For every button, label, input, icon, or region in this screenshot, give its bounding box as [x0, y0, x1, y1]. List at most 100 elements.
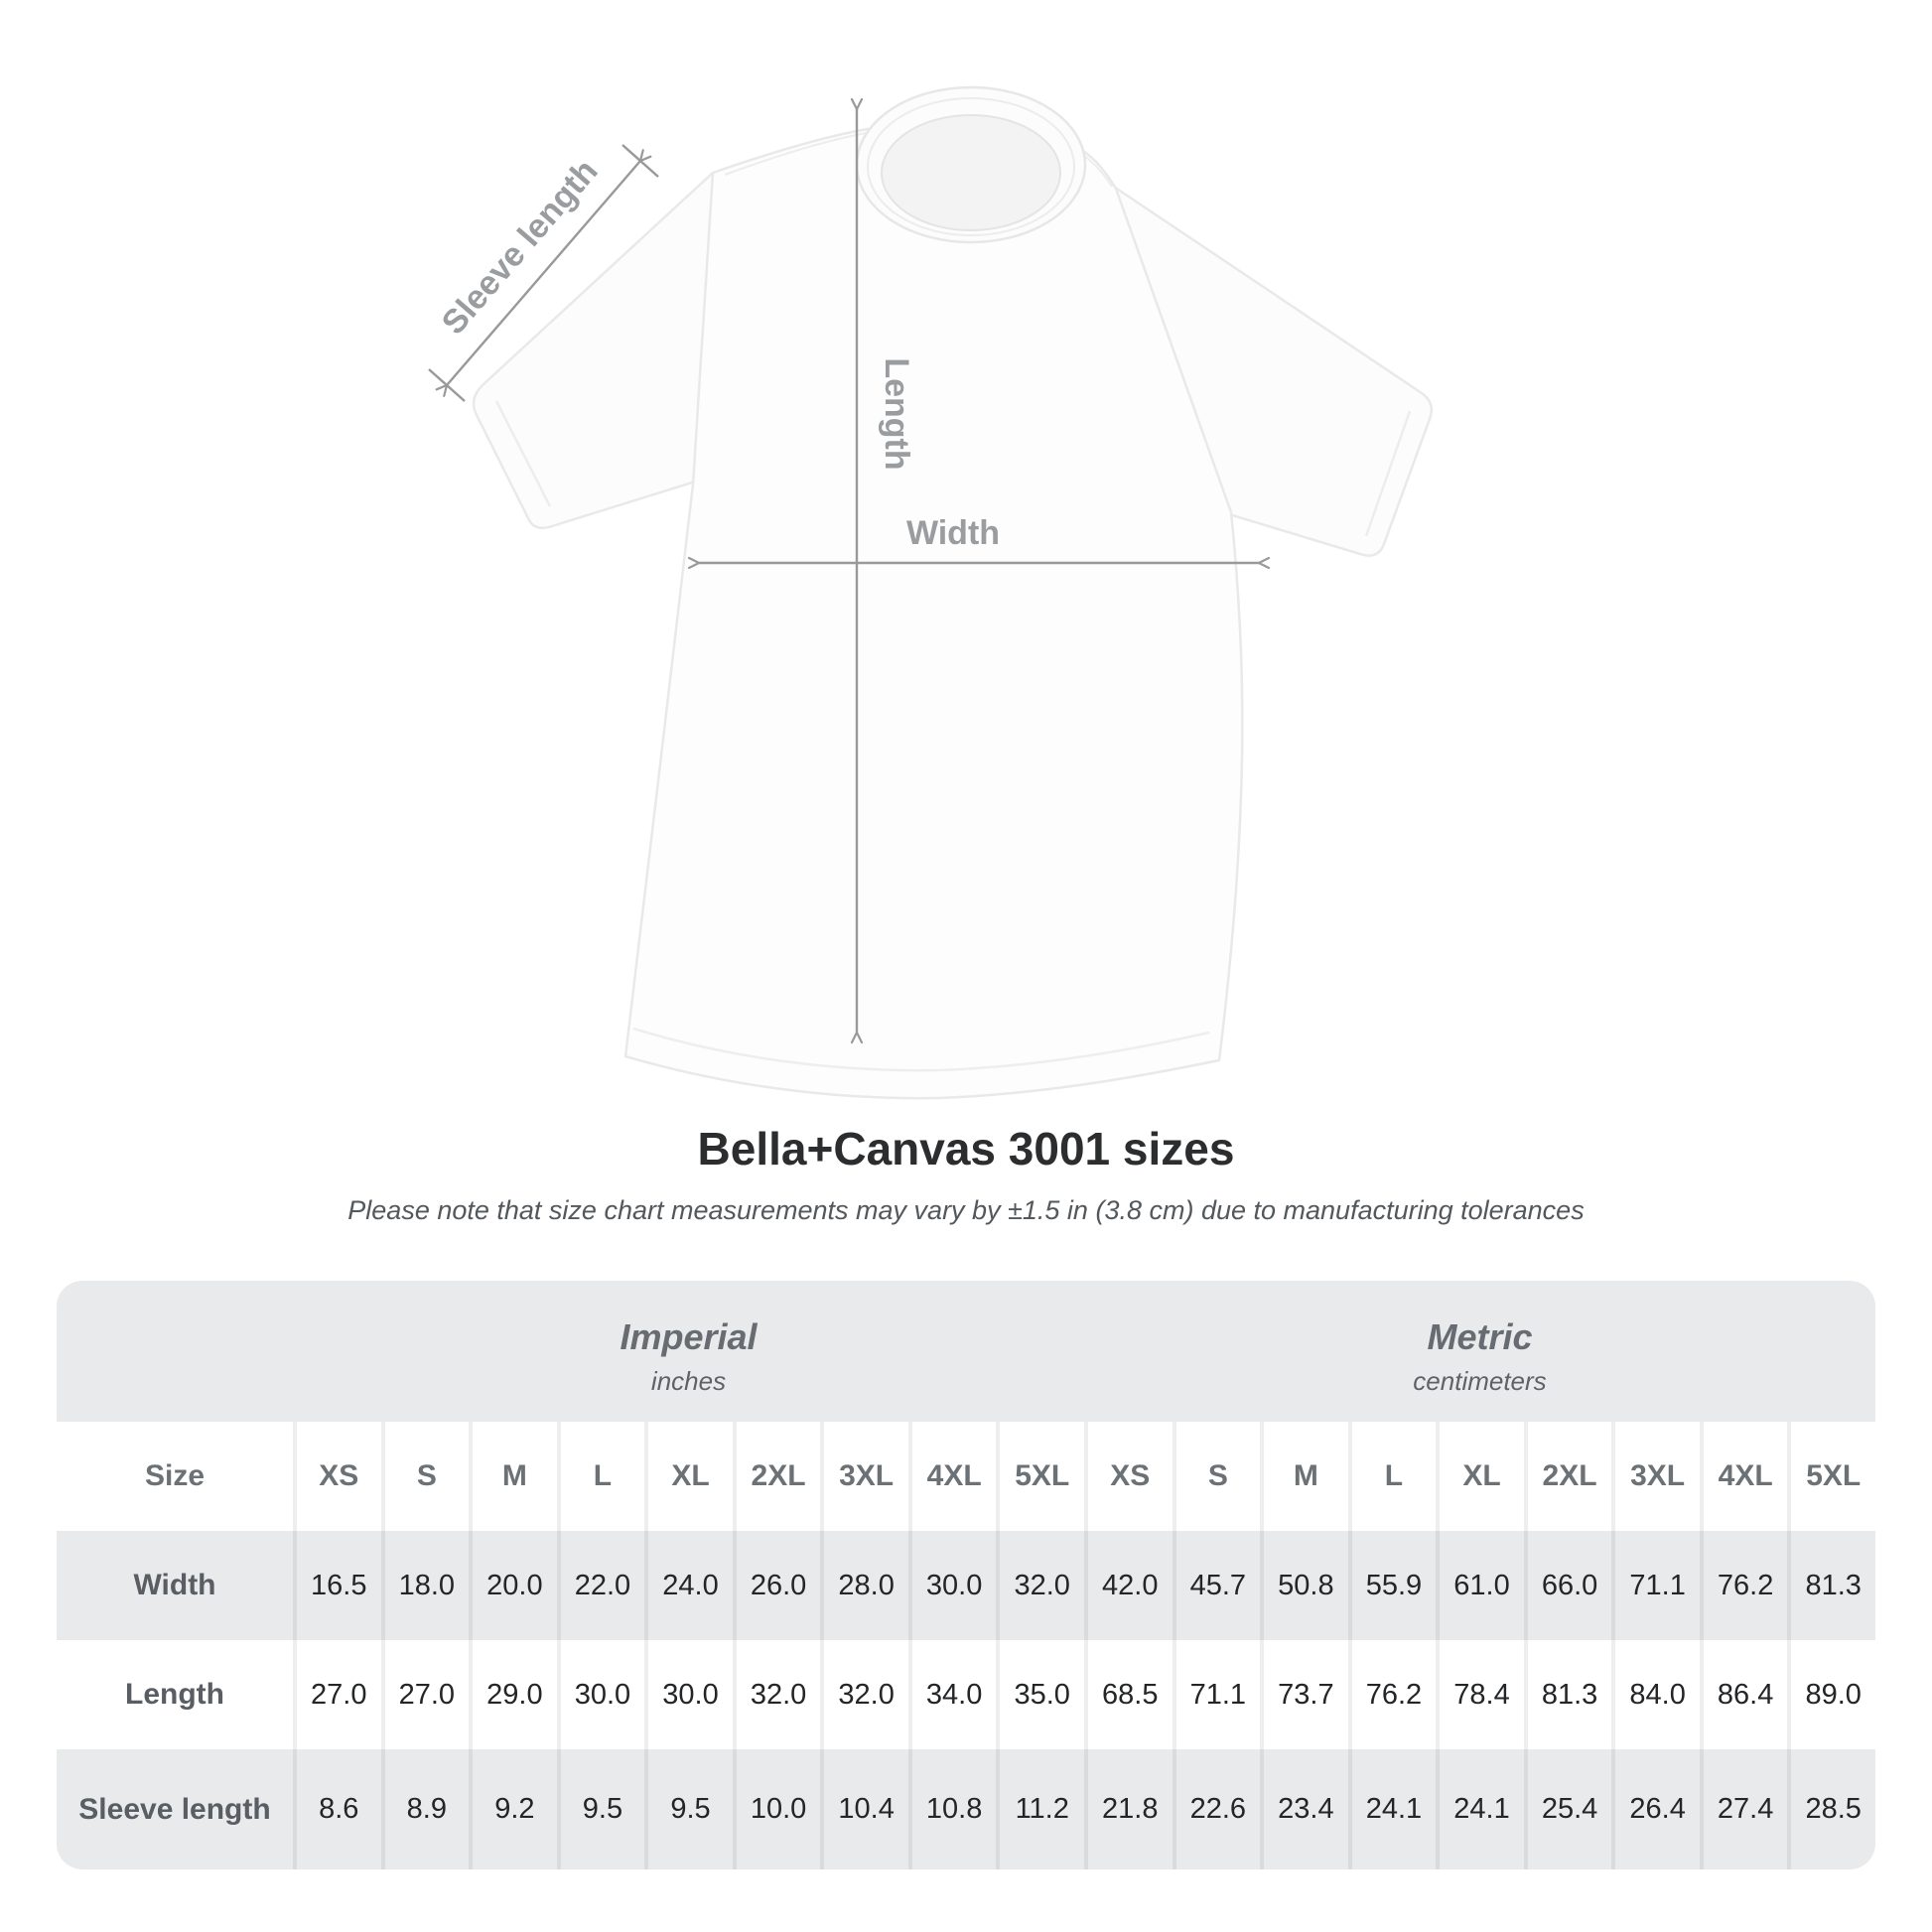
- tshirt-diagram: Sleeve length Length Width: [428, 85, 1433, 1100]
- collar-ribbing: [867, 97, 1075, 236]
- value-cell: 9.2: [469, 1749, 557, 1869]
- value-cell: 27.0: [380, 1640, 470, 1749]
- value-cell: 18.0: [380, 1531, 470, 1640]
- size-header-cell: 3XL: [820, 1422, 908, 1531]
- size-header-cell: M: [469, 1422, 557, 1531]
- value-cell: 23.4: [1260, 1749, 1348, 1869]
- value-cell: 66.0: [1523, 1531, 1612, 1640]
- size-header-cell: XS: [1084, 1422, 1173, 1531]
- value-cell: 28.0: [820, 1531, 908, 1640]
- table-row: Width 16.5 18.0 20.0 22.0 24.0 26.0 28.0 30.0 32.…: [57, 1531, 1875, 1640]
- size-header-cell: S: [1172, 1422, 1261, 1531]
- value-cell: 34.0: [907, 1640, 997, 1749]
- size-header-cell: XL: [1436, 1422, 1524, 1531]
- metric-unit: centimeters: [1413, 1365, 1547, 1396]
- value-cell: 26.0: [732, 1531, 821, 1640]
- width-label: Width: [906, 514, 1000, 552]
- value-cell: 55.9: [1347, 1531, 1437, 1640]
- size-header-cell: M: [1260, 1422, 1348, 1531]
- size-header-cell: 4XL: [907, 1422, 997, 1531]
- value-cell: 30.0: [556, 1640, 645, 1749]
- value-cell: 9.5: [556, 1749, 645, 1869]
- size-table-card: Imperial inches Metric centimeters Size X…: [57, 1281, 1875, 1869]
- size-header-cell: XL: [644, 1422, 733, 1531]
- value-cell: 81.3: [1787, 1531, 1875, 1640]
- row-label: Sleeve length: [78, 1792, 271, 1826]
- row-label: Length: [125, 1678, 224, 1711]
- size-header-cell: 2XL: [1523, 1422, 1612, 1531]
- value-cell: 10.8: [907, 1749, 997, 1869]
- value-cell: 21.8: [1084, 1749, 1173, 1869]
- row-label: Width: [133, 1569, 216, 1601]
- value-cell: 11.2: [996, 1749, 1084, 1869]
- sleeve-length-arrow: [447, 161, 640, 385]
- value-cell: 28.5: [1787, 1749, 1875, 1869]
- size-header-cell: 4XL: [1699, 1422, 1788, 1531]
- size-header-cell: 5XL: [1787, 1422, 1875, 1531]
- hem-seam: [632, 1027, 1210, 1072]
- tolerance-note: Please note that size chart measurements…: [347, 1195, 1585, 1225]
- page-title: Bella+Canvas 3001 sizes: [697, 1123, 1235, 1174]
- unit-header-band: Imperial inches Metric centimeters: [57, 1281, 1875, 1422]
- size-header-cell: L: [556, 1422, 645, 1531]
- value-cell: 81.3: [1523, 1640, 1612, 1749]
- value-cell: 71.1: [1611, 1531, 1700, 1640]
- metric-label: Metric: [1427, 1315, 1533, 1357]
- value-cell: 32.0: [996, 1531, 1084, 1640]
- value-cell: 71.1: [1172, 1640, 1261, 1749]
- metric-header: Metric centimeters: [1084, 1281, 1875, 1422]
- size-header-cell: XS: [293, 1422, 381, 1531]
- value-cell: 30.0: [907, 1531, 997, 1640]
- value-cell: 22.0: [556, 1531, 645, 1640]
- value-cell: 68.5: [1084, 1640, 1173, 1749]
- right-sleeve: [1112, 185, 1433, 557]
- sleeve-arrow-tick-bottom: [428, 368, 466, 402]
- left-cuff-seam: [494, 400, 552, 507]
- value-cell: 24.1: [1347, 1749, 1437, 1869]
- size-header-cell: 2XL: [732, 1422, 821, 1531]
- value-cell: 24.1: [1436, 1749, 1524, 1869]
- imperial-label: Imperial: [620, 1315, 758, 1357]
- value-cell: 26.4: [1611, 1749, 1700, 1869]
- sleeve-arrow-tick-top: [621, 144, 659, 178]
- value-cell: 73.7: [1260, 1640, 1348, 1749]
- table-row: Length 27.0 27.0 29.0 30.0 30.0 32.0 32.0 34.0 35…: [57, 1640, 1875, 1749]
- length-label: Length: [878, 357, 915, 470]
- size-header-cell: S: [380, 1422, 470, 1531]
- value-cell: 76.2: [1347, 1640, 1437, 1749]
- value-cell: 45.7: [1172, 1531, 1261, 1640]
- right-cuff-seam: [1364, 410, 1412, 537]
- value-cell: 84.0: [1611, 1640, 1700, 1749]
- value-cell: 61.0: [1436, 1531, 1524, 1640]
- left-sleeve: [472, 171, 715, 529]
- measurement-arrows: [428, 109, 1259, 1033]
- imperial-unit: inches: [650, 1365, 727, 1396]
- value-cell: 76.2: [1699, 1531, 1788, 1640]
- neck-opening: [881, 114, 1061, 231]
- value-cell: 32.0: [732, 1640, 821, 1749]
- value-cell: 27.0: [293, 1640, 381, 1749]
- size-header-cell: 3XL: [1611, 1422, 1700, 1531]
- value-cell: 8.6: [293, 1749, 381, 1869]
- value-cell: 29.0: [469, 1640, 557, 1749]
- size-grid: Size XS S M L XL 2XL 3XL 4XL 5XL XS S M L XL 2XL 3XL 4XL 5…: [57, 1422, 1875, 1869]
- value-cell: 10.4: [820, 1749, 908, 1869]
- value-cell: 32.0: [820, 1640, 908, 1749]
- unit-band-spacer: [57, 1281, 293, 1422]
- value-cell: 78.4: [1436, 1640, 1524, 1749]
- table-row: Sleeve length 8.6 8.9 9.2 9.5 9.5 10.0 10.4 10.8…: [57, 1749, 1875, 1869]
- size-header-cell: L: [1347, 1422, 1437, 1531]
- value-cell: 50.8: [1260, 1531, 1348, 1640]
- value-cell: 35.0: [996, 1640, 1084, 1749]
- size-col-header: Size: [144, 1459, 206, 1492]
- value-cell: 30.0: [644, 1640, 733, 1749]
- value-cell: 10.0: [732, 1749, 821, 1869]
- value-cell: 22.6: [1172, 1749, 1261, 1869]
- tshirt-graphic: [472, 85, 1433, 1100]
- value-cell: 8.9: [380, 1749, 470, 1869]
- value-cell: 86.4: [1699, 1640, 1788, 1749]
- value-cell: 16.5: [293, 1531, 381, 1640]
- value-cell: 27.4: [1699, 1749, 1788, 1869]
- table-row: Size XS S M L XL 2XL 3XL 4XL 5XL XS S M L XL 2XL 3XL 4XL 5…: [57, 1422, 1875, 1531]
